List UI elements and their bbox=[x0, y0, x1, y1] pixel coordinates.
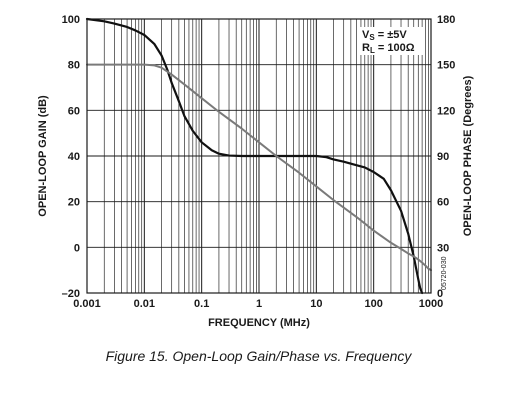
y-right-tick-label: 60 bbox=[437, 197, 449, 209]
x-tick-label: 1000 bbox=[419, 298, 443, 310]
plot-border bbox=[86, 18, 432, 294]
annotation-rl-sub: L bbox=[370, 46, 375, 55]
x-tick-label: 0.1 bbox=[194, 298, 209, 310]
annotation-vs: VS = ±5V bbox=[362, 29, 407, 42]
x-tick-label: 10 bbox=[310, 298, 322, 310]
y-left-tick-label: 100 bbox=[62, 14, 80, 26]
y-left-tick-label: 40 bbox=[68, 151, 80, 163]
plot-area bbox=[85, 17, 432, 295]
y-left-tick-labels: 100 80 60 40 20 0 –20 bbox=[62, 14, 80, 300]
y-left-tick-label: 60 bbox=[68, 105, 80, 117]
annotation-vs-main: V bbox=[362, 29, 370, 41]
phase-series-line bbox=[86, 63, 432, 272]
annotation-background bbox=[358, 27, 424, 55]
x-tick-labels: 0.001 0.01 0.1 1 10 100 1000 bbox=[73, 298, 443, 310]
x-tick-label: 1 bbox=[256, 298, 262, 310]
y-left-tick-label: 20 bbox=[68, 197, 80, 209]
y-left-tick-label: 0 bbox=[74, 242, 80, 254]
y-left-tick-label: 80 bbox=[68, 60, 80, 72]
x-axis-title: FREQUENCY (MHz) bbox=[208, 317, 310, 329]
annotation-box: VS = ±5V RL = 100Ω bbox=[358, 27, 424, 55]
y-right-tick-label: 150 bbox=[437, 60, 455, 72]
y-right-tick-labels: 180 150 120 90 60 30 0 bbox=[437, 14, 455, 300]
x-tick-label: 100 bbox=[364, 298, 382, 310]
x-tick-label: 0.01 bbox=[134, 298, 155, 310]
y-right-tick-label: 180 bbox=[437, 14, 455, 26]
y-right-tick-label: 90 bbox=[437, 151, 449, 163]
annotation-vs-rest: = ±5V bbox=[375, 29, 408, 41]
series-layer bbox=[85, 17, 432, 295]
y-left-tick-label: –20 bbox=[62, 288, 80, 300]
annotation-rl-rest: = 100Ω bbox=[375, 42, 415, 54]
figure-caption: Figure 15. Open-Loop Gain/Phase vs. Freq… bbox=[105, 348, 412, 364]
annotation-vs-sub: S bbox=[369, 33, 375, 42]
y-right-tick-label: 30 bbox=[437, 242, 449, 254]
annotation-rl-main: R bbox=[362, 42, 370, 54]
y-left-axis-title: OPEN-LOOP GAIN (dB) bbox=[37, 95, 49, 217]
y-right-tick-label: 0 bbox=[437, 288, 443, 300]
annotation-rl: RL = 100Ω bbox=[362, 42, 415, 55]
y-right-tick-label: 120 bbox=[437, 105, 455, 117]
figure-code: 05720-030 bbox=[441, 256, 448, 290]
gain-series-line bbox=[85, 17, 424, 295]
x-tick-label: 0.001 bbox=[73, 298, 101, 310]
y-right-axis-title: OPEN-LOOP PHASE (Degrees) bbox=[462, 75, 474, 236]
